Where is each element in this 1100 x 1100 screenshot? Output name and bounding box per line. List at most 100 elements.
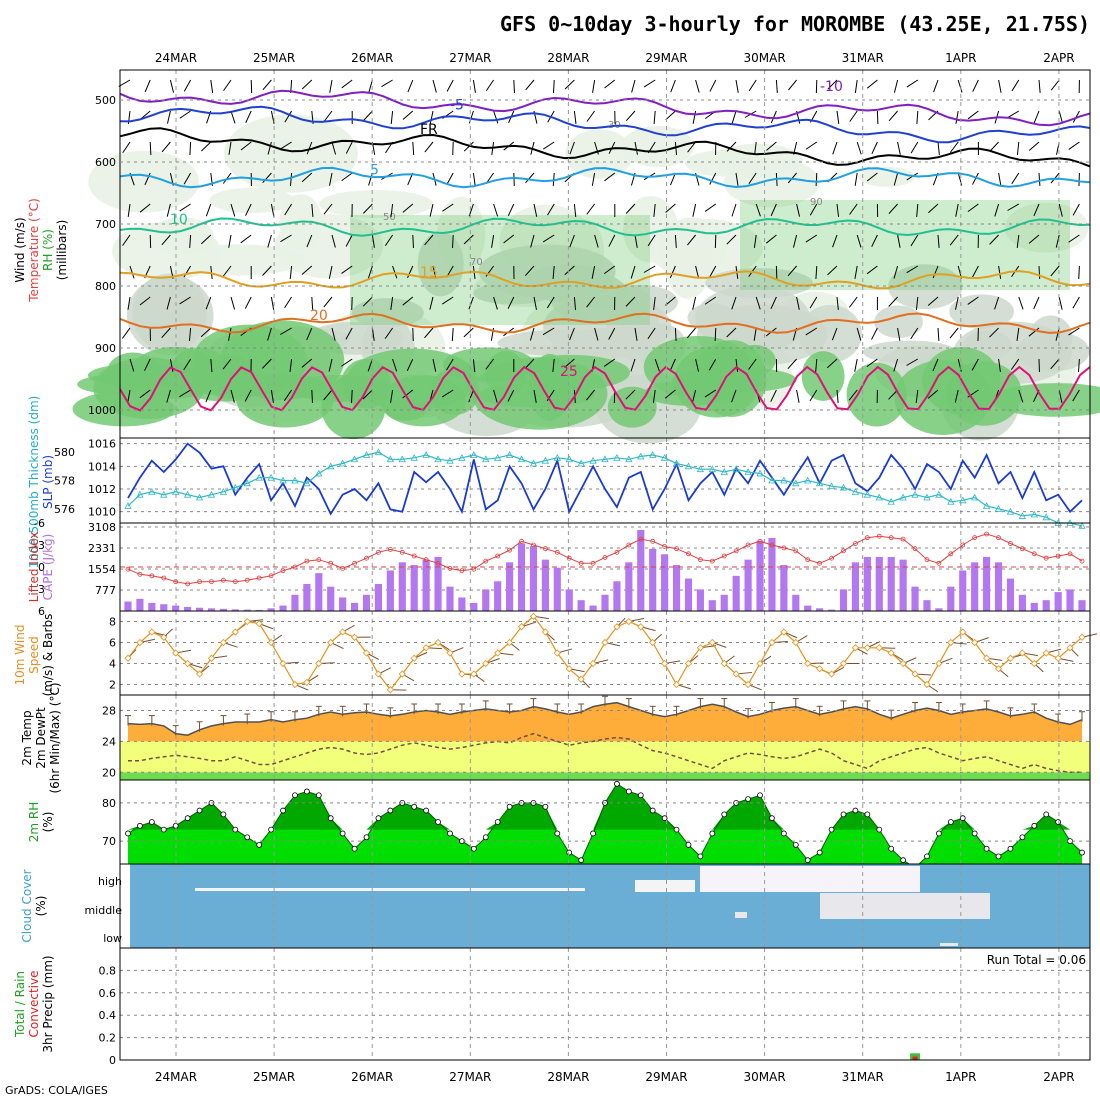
lifted-index-marker — [411, 553, 417, 559]
wind-speed-marker — [613, 623, 621, 631]
wind-barb — [854, 265, 858, 279]
y-tick-label: 80 — [102, 797, 116, 810]
lifted-index-marker — [137, 571, 143, 577]
wind-barb — [735, 172, 739, 186]
wind-speed-marker — [959, 628, 967, 636]
rh-shade — [477, 382, 595, 408]
wind-speed-marker — [172, 649, 180, 657]
wind-barb — [407, 79, 414, 93]
thickness-marker — [768, 476, 776, 484]
cape-bar — [458, 597, 466, 611]
y-tick-label: 0.6 — [99, 987, 117, 1000]
lifted-index-marker — [757, 538, 763, 544]
wind-barb — [118, 79, 131, 87]
cloud-mid-patch — [820, 893, 990, 919]
rh-marker — [1079, 849, 1085, 856]
thickness-marker — [219, 487, 228, 495]
wind-speed-marker — [887, 649, 895, 657]
wind-barb — [906, 358, 919, 366]
thickness-marker — [434, 455, 442, 463]
lifted-index-marker — [686, 551, 691, 557]
lifted-index-marker — [936, 560, 942, 566]
lifted-index-marker — [650, 538, 656, 544]
rh-shade — [846, 362, 907, 427]
thickness-marker — [1042, 513, 1050, 521]
lifted-index-marker — [328, 560, 334, 566]
rh-shade — [603, 284, 678, 319]
cape-bar — [291, 594, 299, 611]
wind-barb — [201, 141, 212, 152]
wind-barb — [967, 110, 979, 120]
lifted-index-marker — [781, 545, 787, 551]
wind-barb — [329, 172, 333, 186]
panel-ylabel: SLP (mb) — [41, 455, 55, 509]
wind-barb — [341, 358, 353, 367]
cape-bar — [696, 589, 704, 611]
wind-barb — [525, 79, 535, 91]
wind-barb — [345, 327, 353, 340]
wind-barb — [429, 110, 434, 124]
wind-barb — [805, 141, 818, 150]
wind-speed-marker — [625, 617, 633, 626]
wind-barb — [653, 296, 656, 310]
wind-barb — [451, 327, 454, 342]
panel-ylabel: 2m RH — [27, 802, 41, 843]
wind-barb — [731, 296, 737, 310]
wind-speed-marker — [517, 623, 526, 631]
cape-bar — [935, 608, 943, 611]
wind-barb — [949, 141, 959, 153]
date-label-top: 27MAR — [449, 51, 491, 65]
rh-marker — [888, 845, 895, 852]
wind-barb — [731, 110, 737, 124]
lifted-index-marker — [888, 535, 894, 541]
wind-barb — [371, 327, 375, 341]
rh-area-high — [128, 783, 1082, 830]
wind-barb — [1033, 296, 1040, 310]
wind-barb — [586, 389, 595, 401]
wind-speed-marker — [494, 649, 502, 657]
thickness-marker — [982, 502, 991, 509]
cape-bar — [971, 562, 979, 611]
wind-barb — [200, 234, 212, 245]
wind-barb — [856, 141, 862, 155]
wind-barb — [200, 327, 212, 338]
y-tick-label-left: 576 — [54, 503, 75, 516]
lifted-index-marker — [674, 546, 679, 552]
thickness-marker — [458, 453, 466, 461]
rh-marker — [506, 803, 513, 810]
wind-speed-marker — [255, 620, 263, 628]
cape-lifted-panel: 777 1554 2331 3108 -6 -3 0 3 6 Lifted Index CAPE (… — [27, 517, 1091, 618]
wind-barb — [665, 203, 676, 213]
wind-barb — [402, 389, 414, 399]
wind-barb — [848, 296, 858, 308]
lifted-index-marker — [721, 553, 727, 559]
wind-barb — [1068, 141, 1080, 150]
wind-barb — [592, 79, 596, 93]
lifted-index-marker — [996, 535, 1001, 541]
wind-barb — [1038, 172, 1041, 187]
wind-speed-marker — [1006, 654, 1015, 662]
wind-barb — [452, 234, 454, 249]
wind-barb — [230, 296, 236, 310]
wind-barb — [591, 172, 596, 186]
lifted-index-marker — [340, 566, 346, 571]
wind-barb — [179, 110, 191, 119]
wind-barb — [468, 389, 474, 403]
wind-barb — [1058, 296, 1063, 310]
chart-title: GFS 0~10day 3-hourly for MOROMBE (43.25E… — [500, 12, 1090, 36]
wind-speed-marker — [458, 670, 466, 678]
wind-barb — [748, 358, 757, 370]
lifted-index-marker — [614, 549, 620, 555]
wind-barb — [957, 79, 963, 93]
rh-shade — [949, 294, 1015, 329]
temperature-contour-label: 5 — [370, 163, 379, 179]
rh-marker — [172, 822, 179, 829]
wind-barb — [573, 296, 577, 310]
wind-barb — [1078, 265, 1080, 280]
temp-band-low — [120, 772, 1090, 780]
cape-bar — [195, 607, 204, 611]
wind-barb — [888, 110, 898, 122]
rh-marker — [137, 822, 143, 829]
date-label-top: 26MAR — [351, 51, 393, 65]
thickness-marker — [672, 459, 681, 467]
